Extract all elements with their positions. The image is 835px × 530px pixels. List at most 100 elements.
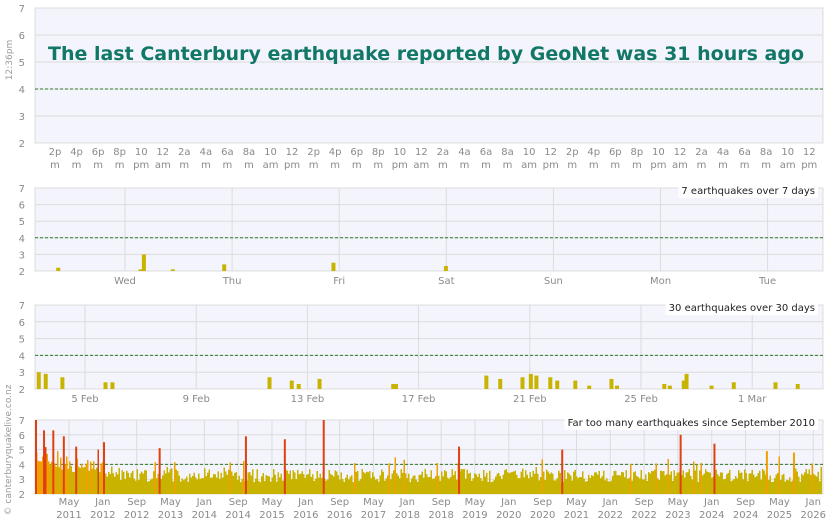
quake-bar — [40, 461, 42, 494]
quake-bar — [102, 462, 104, 494]
quake-bar — [411, 478, 413, 494]
quake-bar — [334, 470, 336, 494]
quake-bar — [97, 449, 99, 494]
quake-bar — [592, 476, 594, 494]
quake-bar — [529, 472, 531, 494]
quake-bar — [702, 475, 704, 494]
quake-peak-bar — [458, 446, 461, 494]
quake-bar — [331, 475, 333, 494]
quake-bar — [213, 474, 215, 494]
quake-bar — [39, 461, 41, 494]
quake-bar — [664, 475, 666, 494]
x-tick-label: 25 Feb — [624, 394, 658, 405]
x-tick-label: 12 — [674, 147, 687, 158]
quake-bar — [186, 476, 188, 494]
quake-bar — [259, 482, 261, 494]
quake-bar — [550, 472, 552, 494]
quake-bar — [548, 377, 553, 389]
quake-bar — [208, 469, 210, 494]
quake-bar — [64, 464, 66, 494]
quake-bar — [295, 479, 297, 494]
quake-bar — [576, 476, 578, 494]
quake-bar — [56, 267, 61, 271]
quake-bar — [178, 475, 180, 494]
quake-bar — [390, 479, 392, 494]
x-tick-label: 2a — [695, 147, 708, 158]
quake-bar — [420, 474, 422, 494]
quake-bar — [106, 476, 108, 494]
quake-bar — [256, 469, 258, 494]
plot-area — [34, 304, 824, 390]
y-tick-label: 4 — [19, 460, 25, 471]
x-tick-label: 2a — [178, 147, 191, 158]
quake-bar — [472, 478, 474, 494]
y-tick-label: 7 — [19, 416, 25, 427]
quake-bar — [669, 474, 671, 494]
x-tick-label: 2017 — [361, 510, 386, 521]
quake-bar — [48, 461, 50, 494]
x-tick-label: Sat — [438, 276, 454, 287]
quake-bar — [624, 477, 626, 494]
quake-bar — [574, 469, 576, 494]
quake-bar — [255, 478, 257, 494]
quake-bar — [70, 466, 72, 494]
quake-bar — [82, 467, 84, 494]
quake-bar — [180, 481, 182, 494]
quake-bar — [454, 471, 456, 494]
x-tick-label: 2020 — [496, 510, 521, 521]
x-tick-label: May — [668, 497, 689, 508]
quake-bar — [46, 453, 48, 494]
quake-bar — [555, 480, 557, 494]
quake-bar — [477, 476, 479, 494]
quake-bar — [588, 474, 590, 494]
quake-bar — [753, 474, 755, 494]
quake-bar — [504, 470, 506, 494]
quake-bar — [133, 478, 135, 494]
x-tick-label: 2015 — [259, 510, 284, 521]
x-tick-label: 17 Feb — [402, 394, 436, 405]
x-tick-label: 13 Feb — [291, 394, 325, 405]
quake-bar — [250, 475, 252, 494]
quake-bar — [235, 472, 237, 494]
x-tick-label: am — [780, 160, 796, 171]
quake-bar — [342, 479, 344, 494]
x-tick-label: May — [769, 497, 790, 508]
x-tick-label: Fri — [333, 276, 345, 287]
quake-bar — [369, 471, 371, 494]
x-tick-label: Mon — [650, 276, 671, 287]
quake-bar — [519, 478, 521, 494]
quake-bar — [147, 481, 149, 494]
x-tick-label: Sep — [229, 497, 248, 508]
quake-bar — [564, 470, 566, 494]
quake-bar — [394, 383, 399, 389]
quake-bar — [742, 479, 744, 494]
quake-bar — [384, 480, 386, 494]
y-tick-label: 3 — [19, 368, 25, 379]
quake-bar — [373, 476, 375, 494]
quake-bar — [282, 480, 284, 494]
plot-area — [34, 187, 824, 272]
y-tick-label: 4 — [19, 85, 25, 96]
quake-bar — [466, 469, 468, 494]
quake-bar — [444, 470, 446, 494]
x-tick-label: m — [761, 160, 771, 171]
x-tick-label: 21 Feb — [513, 394, 547, 405]
quake-bar — [709, 472, 711, 494]
quake-bar — [654, 469, 656, 494]
quake-bar — [151, 478, 153, 494]
quake-peak-bar — [103, 442, 106, 494]
quake-bar — [222, 264, 227, 271]
quake-bar — [204, 468, 206, 494]
quake-bar — [405, 473, 407, 494]
thirty-day-panel: 2 3 4 5 6 7 5 Feb 9 Feb 13 Feb 17 Feb 21 Feb 25 Feb… — [19, 301, 824, 405]
quake-bar — [223, 467, 225, 494]
quake-bar — [579, 477, 581, 494]
x-tick-label: 2a — [437, 147, 450, 158]
quake-bar — [780, 479, 782, 494]
y-tick-label: 7 — [19, 184, 25, 195]
quake-bar — [556, 478, 558, 494]
quake-bar — [786, 479, 788, 494]
quake-bar — [768, 479, 770, 494]
x-tick-label: m — [309, 160, 319, 171]
quake-bar — [718, 476, 720, 494]
